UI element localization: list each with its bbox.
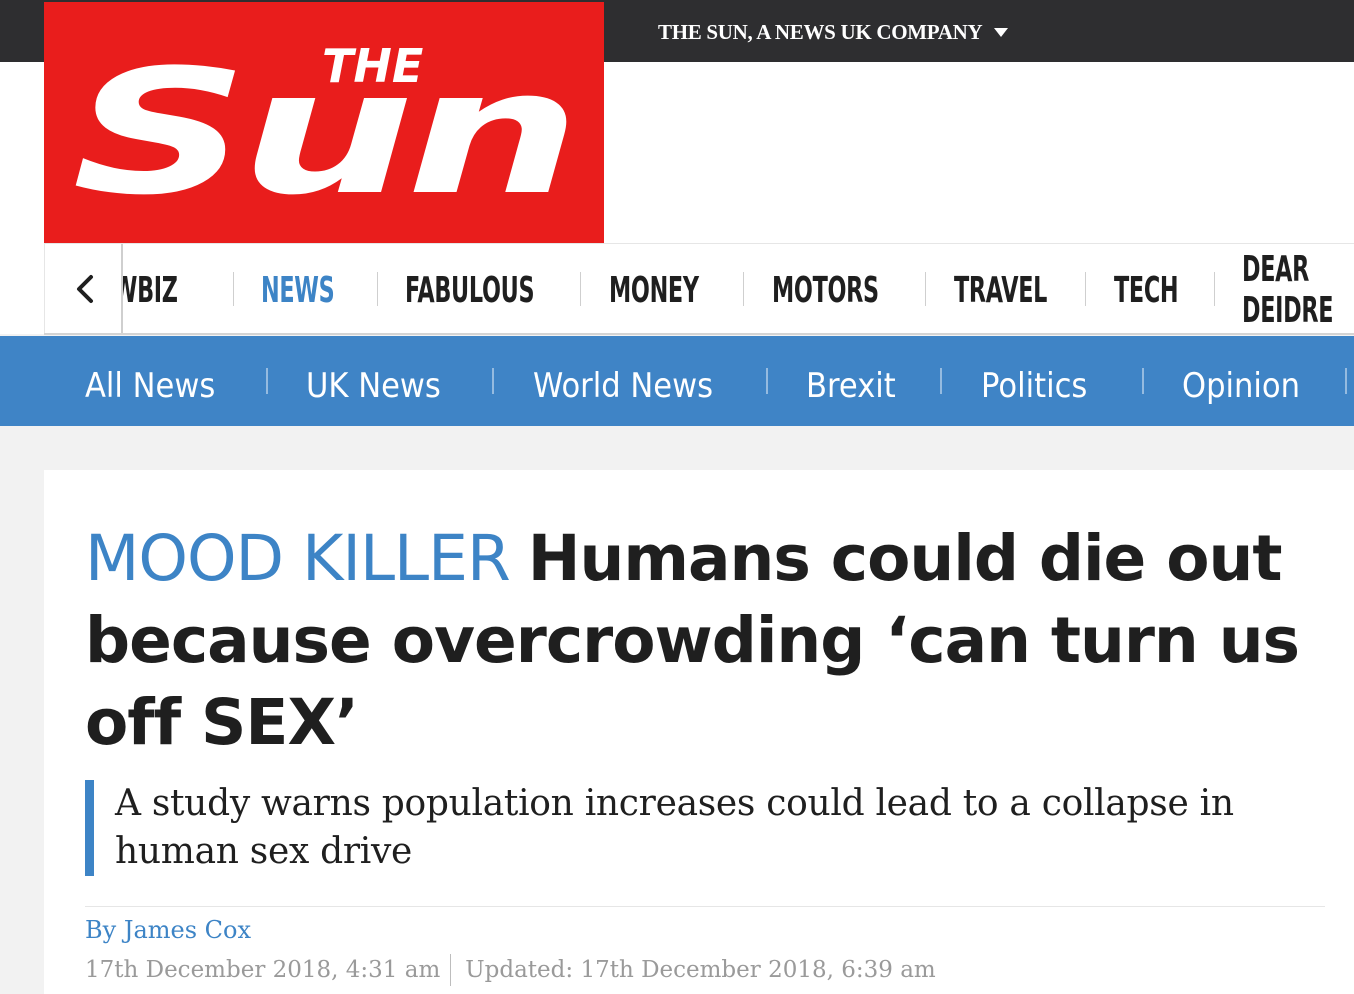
nav-prev-mask[interactable] (44, 244, 123, 333)
nav-item-travel[interactable]: TRAVEL (954, 268, 1104, 312)
news-subnav: All News UK News World News Brexit Polit… (0, 336, 1354, 426)
nav-item-news[interactable]: NEWS (261, 268, 379, 312)
nav-item-label: FABULOUS (405, 269, 535, 311)
nav-item-label: TRAVEL (954, 269, 1048, 311)
article-card: MOOD KILLER Humans could die out because … (44, 470, 1354, 994)
nav-item-tech[interactable]: TECH (1114, 268, 1218, 312)
nav-item-label: NEWS (261, 269, 335, 311)
nav-item-label: TECH (1114, 269, 1179, 311)
logo-sun-text: Sun (72, 32, 572, 233)
updated-date: Updated: 17th December 2018, 6:39 am (465, 957, 936, 983)
subnav-divider (1345, 368, 1347, 394)
subnav-divider (1142, 368, 1144, 394)
subnav-item-politics[interactable]: Politics (981, 366, 1088, 406)
logo-graphic: THE Sun (72, 32, 578, 233)
nav-item-label: MOTORS (772, 269, 879, 311)
nav-item-label: DEAR DEIDRE (1242, 249, 1334, 331)
section-nav: SHOWBIZ NEWS FABULOUS MONEY MOTORS TRAVE… (44, 243, 1354, 335)
article-standfirst: A study warns population increases could… (85, 780, 1335, 876)
subnav-item-brexit[interactable]: Brexit (806, 366, 896, 406)
byline-divider (85, 906, 1325, 907)
nav-item-label: MONEY (609, 269, 699, 311)
subnav-divider (766, 368, 768, 394)
caret-down-icon (994, 28, 1009, 37)
logo-the-text: THE (322, 39, 423, 93)
headline-kicker: MOOD KILLER (85, 522, 511, 595)
subnav-item-world-news[interactable]: World News (533, 366, 714, 406)
nav-divider (743, 272, 744, 306)
nav-item-money[interactable]: MONEY (609, 268, 754, 312)
nav-item-dear-deidre[interactable]: DEAR DEIDRE (1242, 249, 1354, 331)
published-date: 17th December 2018, 4:31 am (85, 957, 441, 983)
company-label: THE SUN, A NEWS UK COMPANY (658, 20, 983, 44)
chevron-left-icon (77, 275, 93, 303)
nav-item-motors[interactable]: MOTORS (772, 268, 944, 312)
date-divider (450, 954, 452, 986)
nav-divider (233, 272, 234, 306)
subnav-item-opinion[interactable]: Opinion (1182, 366, 1301, 406)
author-link[interactable]: By James Cox (85, 916, 252, 944)
the-sun-logo[interactable]: THE Sun (44, 2, 604, 243)
headline-text: Humans could die out because overcrowdin… (85, 522, 1300, 759)
nav-divider (1214, 272, 1215, 306)
company-menu[interactable]: THE SUN, A NEWS UK COMPANY (658, 20, 1009, 45)
article-dates: 17th December 2018, 4:31 am Updated: 17t… (85, 954, 936, 986)
subnav-divider (492, 368, 494, 394)
nav-item-fabulous[interactable]: FABULOUS (405, 268, 613, 312)
subnav-item-all-news[interactable]: All News (85, 366, 216, 406)
nav-divider (925, 272, 926, 306)
subnav-divider (266, 368, 268, 394)
subnav-item-uk-news[interactable]: UK News (306, 366, 441, 406)
nav-divider (580, 272, 581, 306)
article-headline: MOOD KILLER Humans could die out because … (85, 518, 1335, 764)
nav-divider (1085, 272, 1086, 306)
nav-divider (377, 272, 378, 306)
subnav-divider (940, 368, 942, 394)
